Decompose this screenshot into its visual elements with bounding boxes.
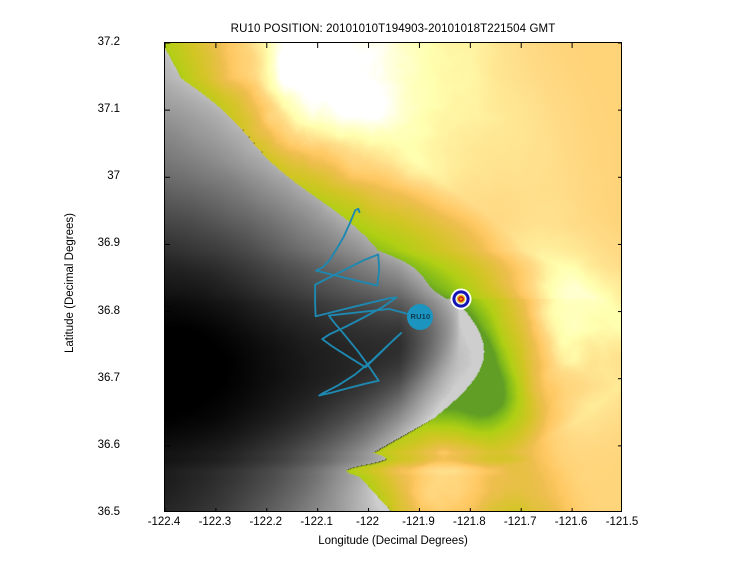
waypoint-bullseye-marker[interactable] <box>450 288 472 310</box>
x-tick-label: -122.1 <box>300 516 333 528</box>
y-tick-label: 37.1 <box>97 103 120 116</box>
x-tick-label: -121.8 <box>453 516 486 528</box>
y-tick-label: 37 <box>107 170 120 183</box>
bullseye-center-dot <box>459 298 463 301</box>
y-axis-label: Latitude (Decimal Degrees) <box>64 213 76 353</box>
glider-track-line <box>314 207 418 397</box>
y-tick-label: 36.7 <box>97 371 120 384</box>
ru10-marker-label: RU10 <box>410 312 431 322</box>
x-tick-label: -122 <box>356 516 380 528</box>
y-tick-label: 36.6 <box>97 438 120 451</box>
map-plot-area[interactable]: RU10 <box>164 42 622 512</box>
x-tick-label: -122.4 <box>147 516 181 528</box>
basemap-relief-image <box>165 43 621 511</box>
x-tick-label: -122.2 <box>249 516 283 528</box>
axis-tick-marks <box>165 43 621 511</box>
x-tick-label: -121.9 <box>402 516 435 528</box>
glider-track-overlay <box>314 207 418 397</box>
page-title: RU10 POSITION: 20101010T194903-20101018T… <box>230 23 556 35</box>
x-tick-label: -121.7 <box>503 516 537 528</box>
x-tick-label: -122.3 <box>198 516 232 528</box>
ru10-position-marker[interactable]: RU10 <box>407 303 434 330</box>
x-tick-label: -121.6 <box>554 516 588 528</box>
y-tick-label: 36.5 <box>97 506 120 518</box>
y-tick-label: 36.8 <box>97 304 120 317</box>
y-tick-label: 37.2 <box>97 36 120 48</box>
y-tick-label: 36.9 <box>97 237 120 250</box>
x-tick-label: -121.5 <box>605 516 639 528</box>
x-axis-label: Longitude (Decimal Degrees) <box>318 535 468 547</box>
